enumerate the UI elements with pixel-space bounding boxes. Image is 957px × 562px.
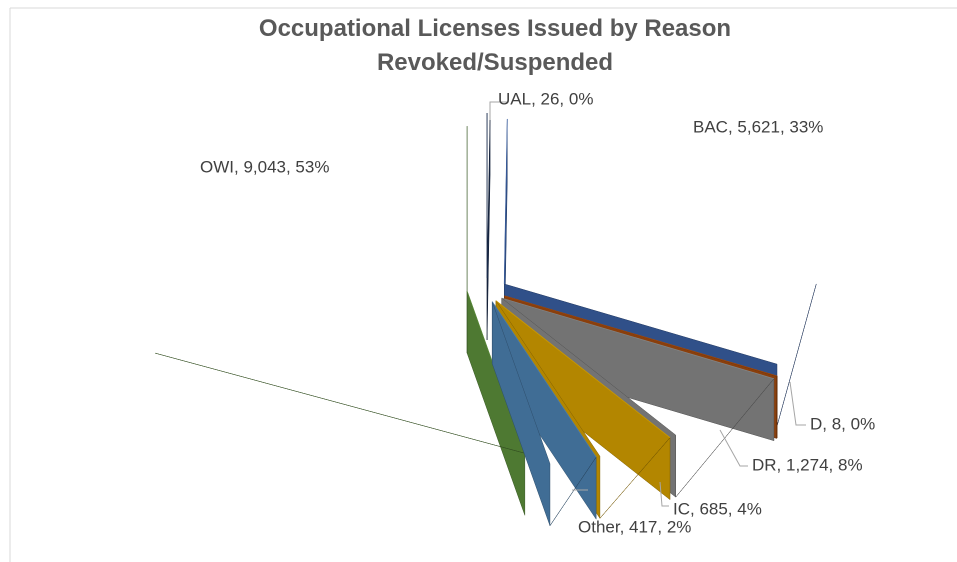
leader-line [719,429,748,467]
data-label: BAC, 5,621, 33% [693,117,823,136]
slice [503,118,508,284]
slice-wall [549,457,597,526]
data-label: IC, 685, 4% [673,499,762,518]
slice-wall [155,352,525,454]
leader-line [789,381,806,426]
slice-wall [776,283,817,427]
slice-side [486,113,491,341]
data-label: Other, 417, 2% [578,517,691,536]
slice [486,113,491,341]
slice [495,300,671,438]
slice [155,126,526,516]
data-label: DR, 1,274, 8% [752,455,863,474]
data-label: D, 8, 0% [810,414,875,433]
data-label: OWI, 9,043, 53% [200,157,329,176]
data-label: UAL, 26, 0% [498,89,593,108]
chart-title: Occupational Licenses Issued by Reason R… [258,15,732,76]
leader-line [489,101,508,120]
slice [501,297,775,380]
slice [491,300,597,526]
leader-line [659,481,669,507]
